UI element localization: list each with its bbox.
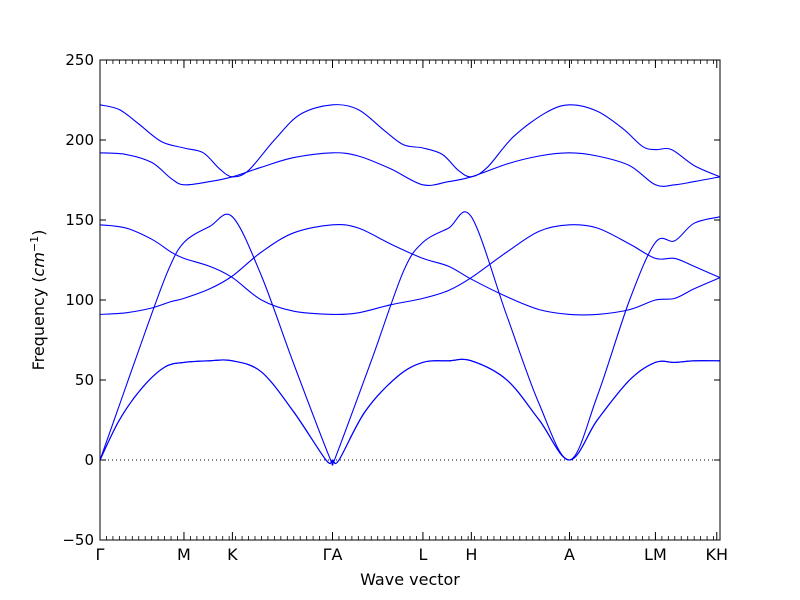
band-line-4 <box>99 223 721 316</box>
y-tick-label: 200 <box>65 131 94 149</box>
x-tick-label: H <box>465 545 477 564</box>
plot-frame <box>99 59 721 541</box>
x-axis-label: Wave vector <box>360 570 460 589</box>
y-tick-label: 100 <box>65 291 94 309</box>
x-tick-label: Γ <box>96 545 105 564</box>
x-tick-label: A <box>564 545 575 564</box>
band-line-5 <box>99 224 721 316</box>
y-tick-label: −50 <box>62 531 94 549</box>
y-axis-label-text: Frequency ( <box>29 276 48 370</box>
y-axis-ticks: −50 0 50 100 150 200 250 <box>62 51 720 549</box>
y-axis-label: Frequency (cm−1) <box>28 230 48 371</box>
band-line-6 <box>99 152 721 187</box>
x-tick-label: KH <box>706 545 729 564</box>
x-tick-label: M <box>177 545 191 564</box>
band-line-3 <box>99 211 721 466</box>
band-line-7 <box>99 104 721 178</box>
x-tick-label: LM <box>644 545 667 564</box>
y-axis-label-exp: −1 <box>28 236 41 252</box>
y-axis-label-unit: cm <box>29 252 48 276</box>
y-axis-label-close: ) <box>29 230 48 236</box>
band-line-2 <box>99 358 721 465</box>
y-tick-label: 150 <box>65 211 94 229</box>
x-tick-label: K <box>227 545 238 564</box>
y-tick-label: 0 <box>84 451 94 469</box>
y-tick-label: 50 <box>75 371 94 389</box>
x-tick-label: ΓA <box>323 545 343 564</box>
y-tick-label: 250 <box>65 51 94 69</box>
x-axis-ticks: Γ M K ΓA L H A LM KH <box>96 60 728 564</box>
x-tick-label: L <box>418 545 427 564</box>
phonon-bands <box>99 104 721 466</box>
